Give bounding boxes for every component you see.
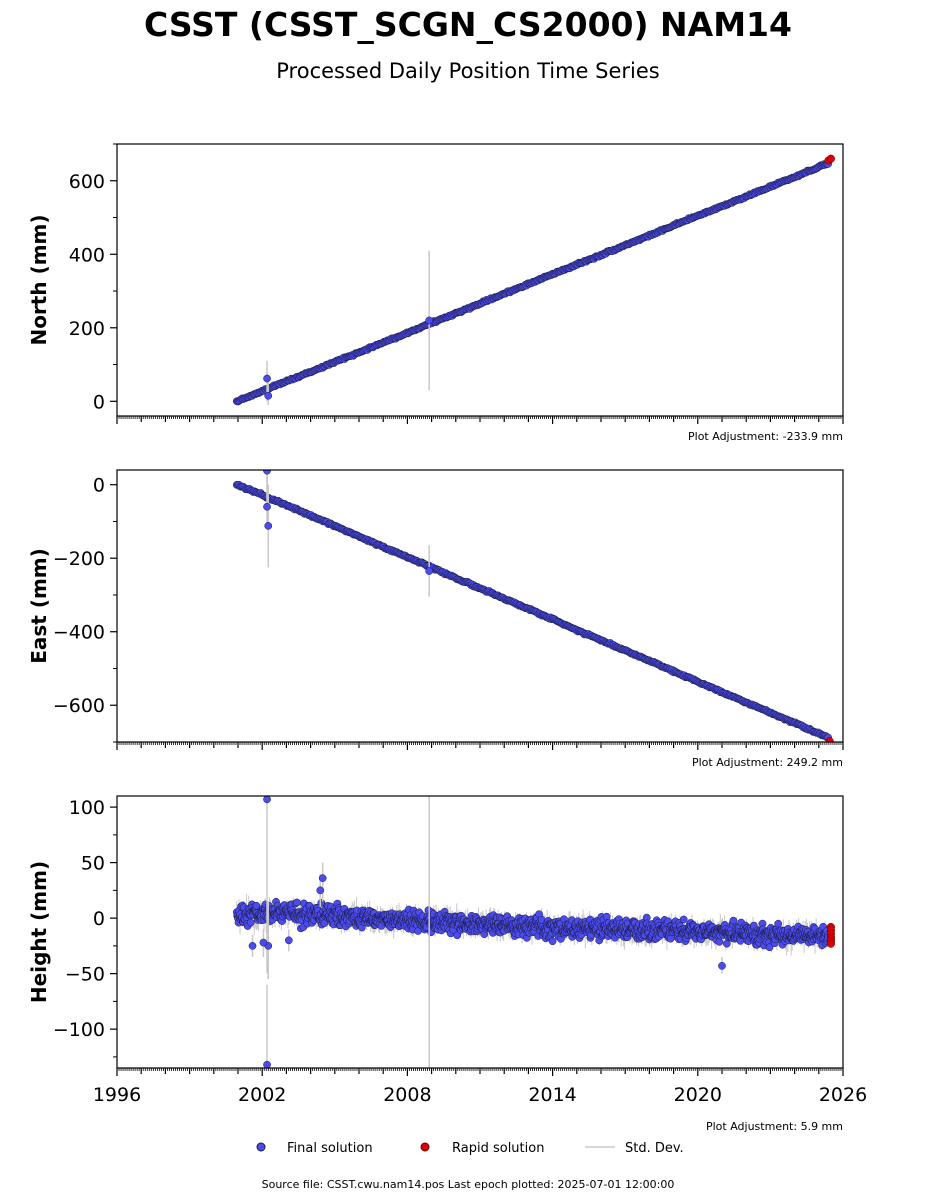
legend: Final solution Rapid solution Std. Dev. — [256, 1141, 684, 1156]
final-solution-point — [666, 934, 675, 943]
final-solution-point — [729, 916, 738, 925]
outlier-point — [263, 796, 271, 804]
y-tick-label: 0 — [93, 391, 105, 413]
plot-adjustment-note: Plot Adjustment: -233.9 mm — [688, 430, 843, 443]
rapid-solution-point — [826, 154, 835, 163]
plot-area — [232, 470, 834, 742]
panel-1: 0 200 400 600 North (mm) Plot Adjustment: -23… — [27, 143, 844, 443]
final-solution-point — [293, 898, 301, 907]
outlier-point — [264, 522, 273, 530]
y-axis-label: Height (mm) — [27, 861, 51, 1003]
x-tick-label: 2020 — [674, 1084, 722, 1106]
source-footer: Source file: CSST.cwu.nam14.pos Last epo… — [262, 1178, 675, 1191]
y-tick-label: 200 — [69, 318, 105, 340]
y-tick-label: 0 — [93, 908, 105, 930]
outlier-point — [718, 962, 726, 970]
x-tick-label: 2008 — [383, 1084, 431, 1106]
outlier-point — [425, 567, 434, 575]
x-tick-label: 1996 — [93, 1084, 141, 1106]
plot-frame — [116, 143, 844, 417]
final-solution-point — [715, 938, 724, 946]
plot-adjustment-note: Plot Adjustment: 5.9 mm — [706, 1120, 843, 1133]
legend-final-label: Final solution — [287, 1141, 373, 1156]
y-tick-label: 0 — [93, 475, 105, 497]
final-solution-point — [246, 918, 255, 927]
y-axis-label: East (mm) — [27, 548, 51, 664]
panels: 0 200 400 600 North (mm) Plot Adjustment: -23… — [27, 143, 867, 1133]
y-tick-label: 50 — [81, 853, 105, 875]
y-tick-label: −50 — [65, 964, 105, 986]
final-solution-point — [679, 915, 688, 924]
outlier-point — [263, 502, 271, 511]
outlier-point — [263, 374, 271, 383]
x-tick-label: 2026 — [819, 1084, 867, 1106]
plot-area — [232, 154, 835, 406]
outlier-point — [316, 886, 325, 895]
legend-rapid-label: Rapid solution — [452, 1141, 544, 1156]
y-tick-label: −400 — [53, 622, 105, 644]
legend-rapid-marker — [420, 1142, 430, 1152]
y-tick-label: 100 — [69, 797, 105, 819]
outlier-point — [263, 1060, 271, 1068]
chart-subtitle: Processed Daily Position Time Series — [276, 59, 660, 83]
x-tick-label: 2014 — [528, 1084, 576, 1106]
panel-2: 0 −200 −400 −600 East (mm) Plot Adjustment: 2… — [27, 469, 844, 769]
rapid-solution-point — [826, 939, 835, 948]
panel-3: 100 50 0 −50 −100 1996 2002 2008 2014 2020 2026 Hei… — [27, 795, 867, 1133]
y-tick-label: −100 — [53, 1019, 105, 1041]
y-tick-label: −200 — [53, 548, 105, 570]
final-solution-point — [548, 937, 557, 946]
chart-title: CSST (CSST_SCGN_CS2000) NAM14 — [144, 5, 792, 44]
outlier-point — [248, 942, 257, 950]
final-solution-point — [722, 939, 731, 948]
legend-std-label: Std. Dev. — [625, 1141, 684, 1156]
outlier-point — [284, 936, 293, 945]
y-tick-label: 400 — [69, 244, 105, 266]
plot-adjustment-note: Plot Adjustment: 249.2 mm — [692, 756, 843, 769]
outlier-point — [259, 938, 268, 947]
legend-final-marker — [256, 1142, 266, 1152]
final-solution-point — [774, 919, 783, 928]
final-solution-point — [765, 943, 774, 952]
outlier-point — [318, 874, 327, 883]
rapid-solution-point — [825, 737, 834, 742]
y-tick-label: −600 — [53, 695, 105, 717]
outlier-point — [264, 391, 273, 400]
x-tick-label: 2002 — [238, 1084, 286, 1106]
outlier-point — [263, 470, 271, 475]
plot-area — [232, 796, 835, 1068]
y-tick-label: 600 — [69, 171, 105, 193]
y-axis-label: North (mm) — [27, 214, 51, 345]
outlier-point — [425, 316, 434, 325]
